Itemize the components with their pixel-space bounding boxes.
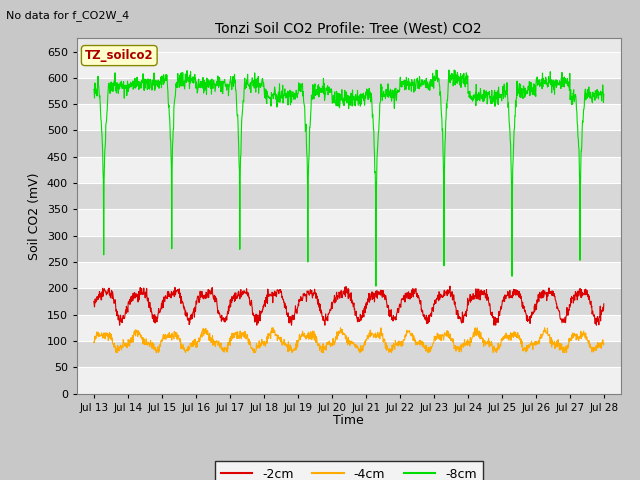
Bar bbox=[77, 183, 621, 209]
Title: Tonzi Soil CO2 Profile: Tree (West) CO2: Tonzi Soil CO2 Profile: Tree (West) CO2 bbox=[216, 22, 482, 36]
Bar bbox=[77, 262, 621, 288]
Bar bbox=[77, 104, 621, 131]
Bar bbox=[77, 341, 621, 367]
Bar bbox=[77, 209, 621, 236]
Bar bbox=[77, 315, 621, 341]
Bar bbox=[77, 51, 621, 78]
Legend: -2cm, -4cm, -8cm: -2cm, -4cm, -8cm bbox=[214, 461, 483, 480]
Y-axis label: Soil CO2 (mV): Soil CO2 (mV) bbox=[28, 172, 41, 260]
Bar bbox=[77, 78, 621, 104]
Bar bbox=[77, 367, 621, 394]
Text: No data for f_CO2W_4: No data for f_CO2W_4 bbox=[6, 10, 130, 21]
Text: TZ_soilco2: TZ_soilco2 bbox=[85, 49, 154, 62]
Bar bbox=[77, 131, 621, 157]
Bar bbox=[77, 288, 621, 315]
X-axis label: Time: Time bbox=[333, 414, 364, 427]
Bar bbox=[77, 157, 621, 183]
Bar bbox=[77, 236, 621, 262]
